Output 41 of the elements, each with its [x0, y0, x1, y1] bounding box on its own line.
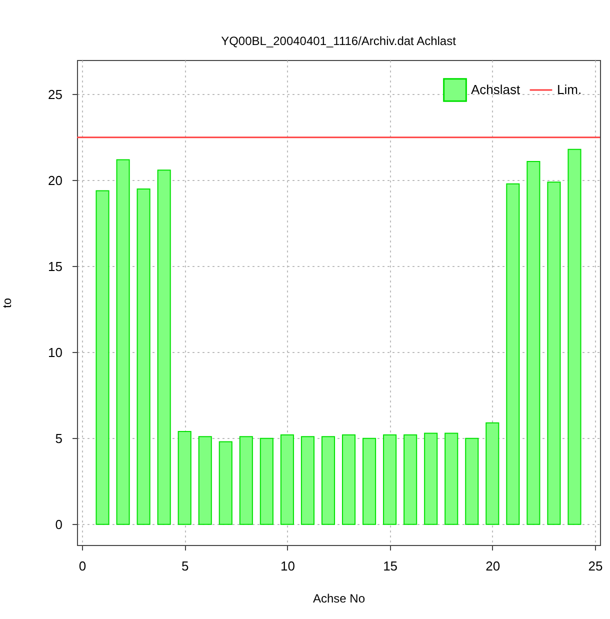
bar [342, 434, 356, 525]
y-axis-title: to [0, 298, 14, 308]
legend-label: Achslast [471, 82, 521, 97]
y-tick-label: 5 [55, 430, 62, 446]
bar [260, 438, 274, 525]
x-tick-label: 5 [181, 558, 189, 574]
chart-title: YQ00BL_20040401_1116/Archiv.dat Achlast [221, 34, 457, 48]
x-tick-label: 10 [280, 558, 295, 574]
bar [404, 434, 418, 525]
bar [568, 148, 582, 525]
y-tick-label: 15 [48, 258, 62, 274]
bar [383, 434, 397, 525]
bar [362, 438, 376, 525]
bar [547, 182, 561, 525]
bar [444, 432, 458, 525]
bar [526, 160, 540, 525]
y-tick-label: 10 [48, 344, 62, 360]
y-tick-label: 20 [48, 172, 62, 188]
x-tick-label: 25 [588, 558, 603, 574]
bar [198, 436, 212, 525]
bar [239, 436, 253, 525]
x-tick-label: 20 [486, 558, 500, 574]
bar [424, 432, 438, 525]
bar [96, 190, 110, 525]
x-tick-label: 0 [78, 558, 86, 574]
bar [506, 183, 520, 525]
bar [116, 159, 130, 525]
legend-label: Lim. [557, 82, 582, 97]
bar [218, 441, 232, 525]
y-tick-label: 0 [55, 516, 62, 532]
y-tick-label: 25 [48, 86, 62, 102]
bar [465, 438, 479, 525]
bar [486, 422, 500, 525]
x-axis-title: Achse No [312, 592, 366, 606]
bar [157, 170, 171, 525]
x-tick-label: 15 [383, 558, 398, 574]
bar [178, 430, 192, 525]
bar [136, 188, 150, 525]
bar [321, 436, 336, 525]
bar [300, 436, 314, 525]
bar [280, 434, 294, 525]
